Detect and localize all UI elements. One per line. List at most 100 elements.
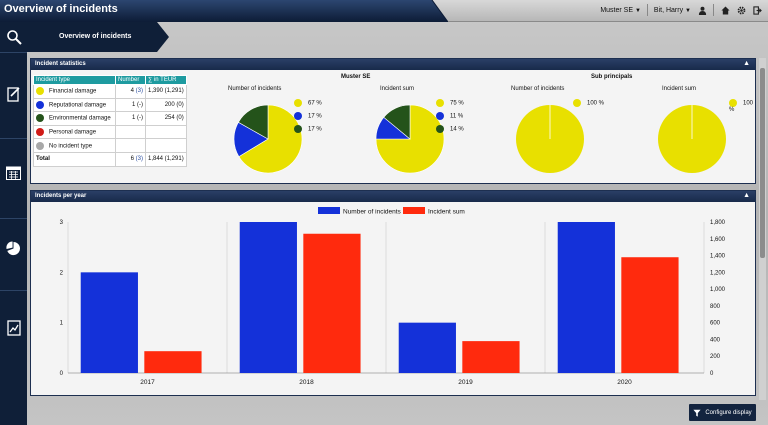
panel-header[interactable]: Incidents per year ▲ bbox=[31, 191, 755, 202]
divider bbox=[0, 290, 27, 291]
legend-value: 14 % bbox=[450, 126, 464, 133]
number-value: 6 bbox=[130, 156, 134, 163]
pie-caption: Number of incidents bbox=[228, 86, 282, 92]
legend-value: 17 % bbox=[308, 126, 322, 133]
bar[interactable] bbox=[398, 322, 456, 373]
type-label: Reputational damage bbox=[49, 102, 107, 109]
divider bbox=[0, 138, 27, 139]
type-label: Personal damage bbox=[49, 129, 97, 136]
divider bbox=[0, 218, 27, 219]
search-icon[interactable] bbox=[5, 28, 22, 45]
pie-legend-item: 14 % bbox=[436, 125, 464, 133]
breadcrumb-shape bbox=[27, 22, 169, 52]
logout-icon[interactable] bbox=[752, 5, 762, 15]
panel-header[interactable]: Incident statistics ▲ bbox=[31, 59, 755, 70]
legend-value: 100 % bbox=[729, 100, 754, 113]
table-header-row: Incident type Number ∑ in TEUR bbox=[33, 75, 187, 85]
incident-statistics-panel: Incident statistics ▲ Incident type Numb… bbox=[30, 58, 756, 184]
divider bbox=[646, 4, 648, 16]
sum-cell: 200 (0) bbox=[145, 97, 187, 113]
collapse-icon[interactable]: ▲ bbox=[743, 60, 750, 67]
color-dot bbox=[36, 100, 44, 109]
bar[interactable] bbox=[557, 222, 615, 373]
table-row: Reputational damage 1 (-) 200 (0) bbox=[33, 97, 187, 113]
table-row: Personal damage bbox=[33, 124, 187, 140]
y-right-tick-label: 800 bbox=[710, 304, 721, 310]
number-link[interactable]: (3) bbox=[135, 156, 143, 163]
pie-chart-icon[interactable] bbox=[5, 240, 22, 257]
total-label: Total bbox=[33, 151, 116, 167]
title-tab: Overview of incidents bbox=[0, 0, 448, 22]
bar[interactable] bbox=[144, 351, 202, 373]
y-right-tick-label: 1,400 bbox=[710, 254, 726, 260]
number-link: (-) bbox=[137, 115, 143, 122]
report-icon[interactable] bbox=[5, 319, 22, 336]
calendar-icon[interactable] bbox=[5, 164, 22, 181]
legend-label[interactable]: Incident sum bbox=[428, 209, 465, 216]
number-value: 1 bbox=[131, 115, 136, 122]
bar-chart: Number of incidents Incident sum 0 1 2 3 0 200 4… bbox=[60, 207, 726, 386]
number-cell bbox=[115, 124, 146, 140]
company-name: Muster SE bbox=[600, 6, 634, 14]
pie-legend-item: 75 % bbox=[436, 99, 464, 107]
y-right-tick-label: 400 bbox=[710, 337, 721, 343]
scrollbar[interactable] bbox=[759, 58, 766, 400]
sum-cell: 1,390 (1,291) bbox=[145, 84, 187, 99]
y-right-tick-label: 1,000 bbox=[710, 287, 726, 293]
type-cell: Financial damage bbox=[33, 84, 116, 99]
color-dot bbox=[36, 128, 44, 137]
column-header[interactable]: ∑ in TEUR bbox=[145, 75, 187, 85]
legend-swatch[interactable] bbox=[318, 207, 340, 214]
bar[interactable] bbox=[239, 222, 297, 373]
home-icon[interactable] bbox=[720, 5, 730, 15]
legend-value: 100 % bbox=[587, 100, 605, 107]
x-tick-label: 2020 bbox=[617, 379, 632, 386]
y-left-tick-label: 0 bbox=[60, 371, 64, 377]
user-selector[interactable]: Bit, Harry ▼ bbox=[654, 7, 691, 14]
pie-legend-item: 100 % bbox=[729, 99, 755, 113]
divider bbox=[0, 52, 27, 53]
pie-legend-item: 11 % bbox=[436, 112, 463, 120]
chevron-down-icon: ▼ bbox=[634, 7, 641, 14]
x-tick-label: 2019 bbox=[458, 379, 473, 386]
configure-display-button[interactable]: Configure display bbox=[689, 404, 756, 421]
pie-legend-item: 67 % bbox=[294, 99, 322, 107]
collapse-icon[interactable]: ▲ bbox=[743, 192, 750, 199]
sum-cell: 1,844 (1,291) bbox=[145, 151, 187, 167]
bar[interactable] bbox=[462, 341, 520, 373]
user-icon[interactable] bbox=[697, 5, 707, 15]
group-heading: Sub principals bbox=[591, 74, 633, 80]
pie-caption: Incident sum bbox=[380, 86, 415, 92]
legend-label[interactable]: Number of incidents bbox=[343, 209, 402, 216]
legend-swatch[interactable] bbox=[403, 207, 425, 214]
group-heading: Muster SE bbox=[341, 74, 371, 80]
incidents-per-year-panel: Incidents per year ▲ Number of incidents… bbox=[30, 190, 756, 396]
top-right-controls: Muster SE ▼ Bit, Harry ▼ bbox=[600, 4, 762, 16]
gear-icon[interactable] bbox=[736, 5, 746, 15]
number-link[interactable]: (3) bbox=[135, 88, 143, 95]
left-sidebar bbox=[0, 22, 27, 425]
breadcrumb[interactable]: Overview of incidents bbox=[27, 22, 169, 52]
company-selector[interactable]: Muster SE ▼ bbox=[600, 7, 641, 14]
edit-icon[interactable] bbox=[5, 85, 22, 102]
scrollbar-thumb[interactable] bbox=[760, 68, 765, 258]
column-header[interactable]: Number bbox=[115, 75, 146, 85]
number-link: (-) bbox=[137, 101, 143, 108]
bar[interactable] bbox=[80, 272, 138, 373]
bar[interactable] bbox=[303, 233, 361, 373]
page-title: Overview of incidents bbox=[4, 3, 118, 15]
number-cell: 1 (-) bbox=[115, 111, 146, 126]
legend-dot bbox=[729, 99, 737, 107]
pie-slice[interactable] bbox=[237, 104, 269, 140]
bar[interactable] bbox=[621, 257, 679, 373]
table-row: No incident type bbox=[33, 138, 187, 153]
legend-value: 75 % bbox=[450, 100, 464, 107]
pie-legend-item: 17 % bbox=[294, 112, 322, 120]
color-dot bbox=[36, 87, 44, 96]
pie-legend-item: 100 % bbox=[573, 99, 604, 107]
pie-caption: Number of incidents bbox=[511, 86, 565, 92]
total-row: Total 6 (3) 1,844 (1,291) bbox=[33, 151, 187, 167]
pie-slice[interactable] bbox=[238, 104, 303, 174]
configure-display-label: Configure display bbox=[705, 409, 752, 416]
pie-slice[interactable] bbox=[383, 104, 411, 140]
